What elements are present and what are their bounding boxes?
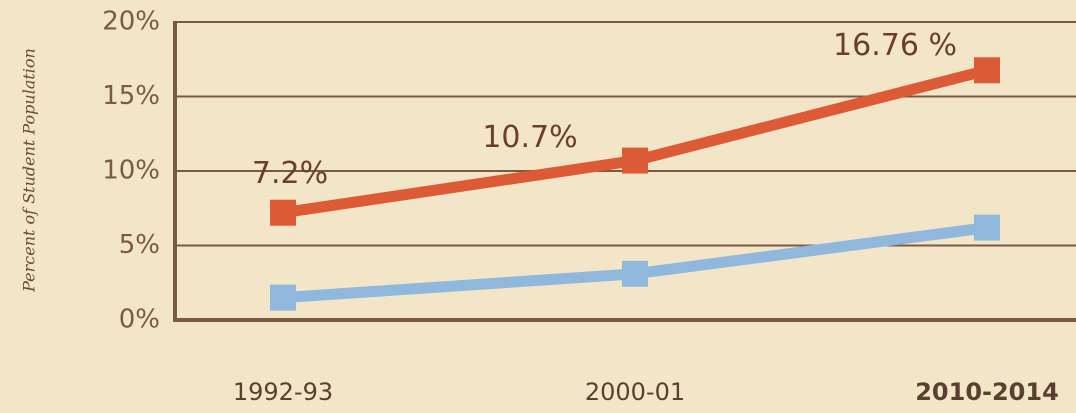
point-marker <box>270 284 296 311</box>
point-marker <box>974 57 1000 84</box>
value-label: 7.2% <box>252 156 328 191</box>
point-marker <box>974 214 1000 241</box>
y-tick-label: 0% <box>119 305 160 335</box>
value-label: 10.7% <box>482 120 577 155</box>
x-tick-label: 2010-2014 <box>915 378 1059 406</box>
y-axis-label: Percent of Student Population <box>20 48 39 293</box>
y-tick-label: 10% <box>102 156 160 186</box>
y-tick-label: 20% <box>102 7 160 37</box>
x-tick-label: 1992-93 <box>233 378 333 406</box>
y-tick-label: 5% <box>119 230 160 260</box>
point-marker <box>270 199 296 226</box>
x-tick-label: 2000-01 <box>585 378 685 406</box>
y-tick-label: 15% <box>102 81 160 111</box>
series-line <box>282 64 989 219</box>
point-marker <box>622 260 648 287</box>
value-label: 16.76 % <box>833 28 957 63</box>
point-marker <box>622 147 648 174</box>
